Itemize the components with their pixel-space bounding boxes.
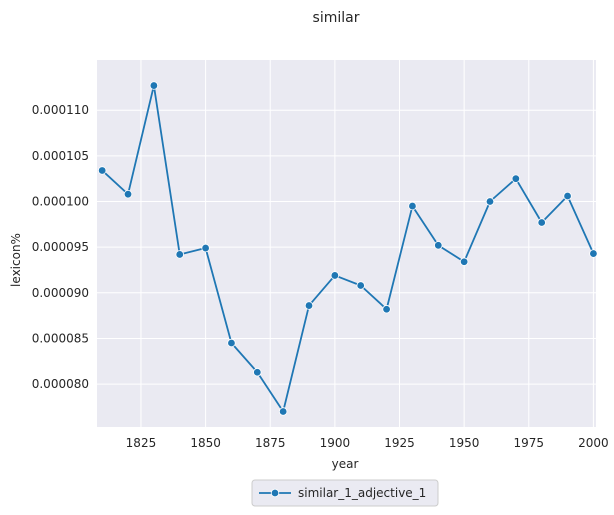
data-point	[434, 241, 443, 250]
data-point	[227, 338, 236, 348]
x-tick-label: 1825	[126, 436, 157, 450]
y-tick-label: 0.000080	[32, 377, 89, 391]
x-axis-label: year	[332, 457, 359, 471]
data-point	[356, 281, 365, 290]
data-point	[563, 191, 572, 201]
data-point	[459, 257, 469, 266]
x-tick-label: 1975	[514, 436, 545, 450]
vertical-gridlines	[140, 60, 594, 427]
data-point	[330, 271, 340, 280]
x-tick-label: 1950	[449, 436, 480, 450]
plot-area	[97, 60, 596, 427]
y-tick-label: 0.000085	[32, 331, 89, 345]
data-point	[537, 218, 546, 227]
data-point	[253, 368, 262, 377]
legend-entry-label: similar_1_adjective_1	[298, 486, 426, 500]
y-tick-label: 0.000105	[32, 149, 89, 163]
y-tick-label: 0.000090	[32, 286, 89, 300]
y-tick-label: 0.000110	[32, 103, 89, 117]
data-point	[511, 174, 521, 183]
data-point	[278, 407, 288, 416]
y-axis-ticks: 0.000080 0.000085 0.000090 0.000095 0.000100…	[32, 103, 89, 391]
legend: similar_1_adjective_1	[251, 479, 439, 507]
data-point	[149, 81, 159, 90]
x-tick-label: 1850	[190, 436, 221, 450]
x-tick-label: 1900	[320, 436, 351, 450]
x-tick-label: 1925	[384, 436, 415, 450]
data-point	[304, 301, 314, 310]
data-point	[485, 197, 495, 206]
chart-title: similar	[313, 10, 360, 26]
legend-box	[251, 479, 439, 507]
y-tick-label: 0.000100	[32, 195, 89, 209]
legend-marker-swatch	[270, 488, 280, 498]
x-axis-ticks: 1825 1850 1875 1900 1925 1950 1975 2000	[126, 436, 609, 450]
x-tick-label: 2000	[578, 436, 609, 450]
data-point	[589, 249, 598, 258]
y-tick-label: 0.000095	[32, 240, 89, 254]
horizontal-gridlines	[97, 109, 596, 385]
data-point	[97, 166, 107, 175]
data-point	[408, 201, 417, 211]
x-tick-label: 1875	[255, 436, 286, 450]
data-point	[201, 243, 210, 253]
data-point	[382, 305, 391, 314]
y-axis-label: lexicon%	[9, 233, 23, 287]
data-point	[123, 190, 133, 199]
series-layer	[97, 81, 598, 416]
series-line	[101, 84, 595, 413]
data-point	[175, 250, 184, 259]
